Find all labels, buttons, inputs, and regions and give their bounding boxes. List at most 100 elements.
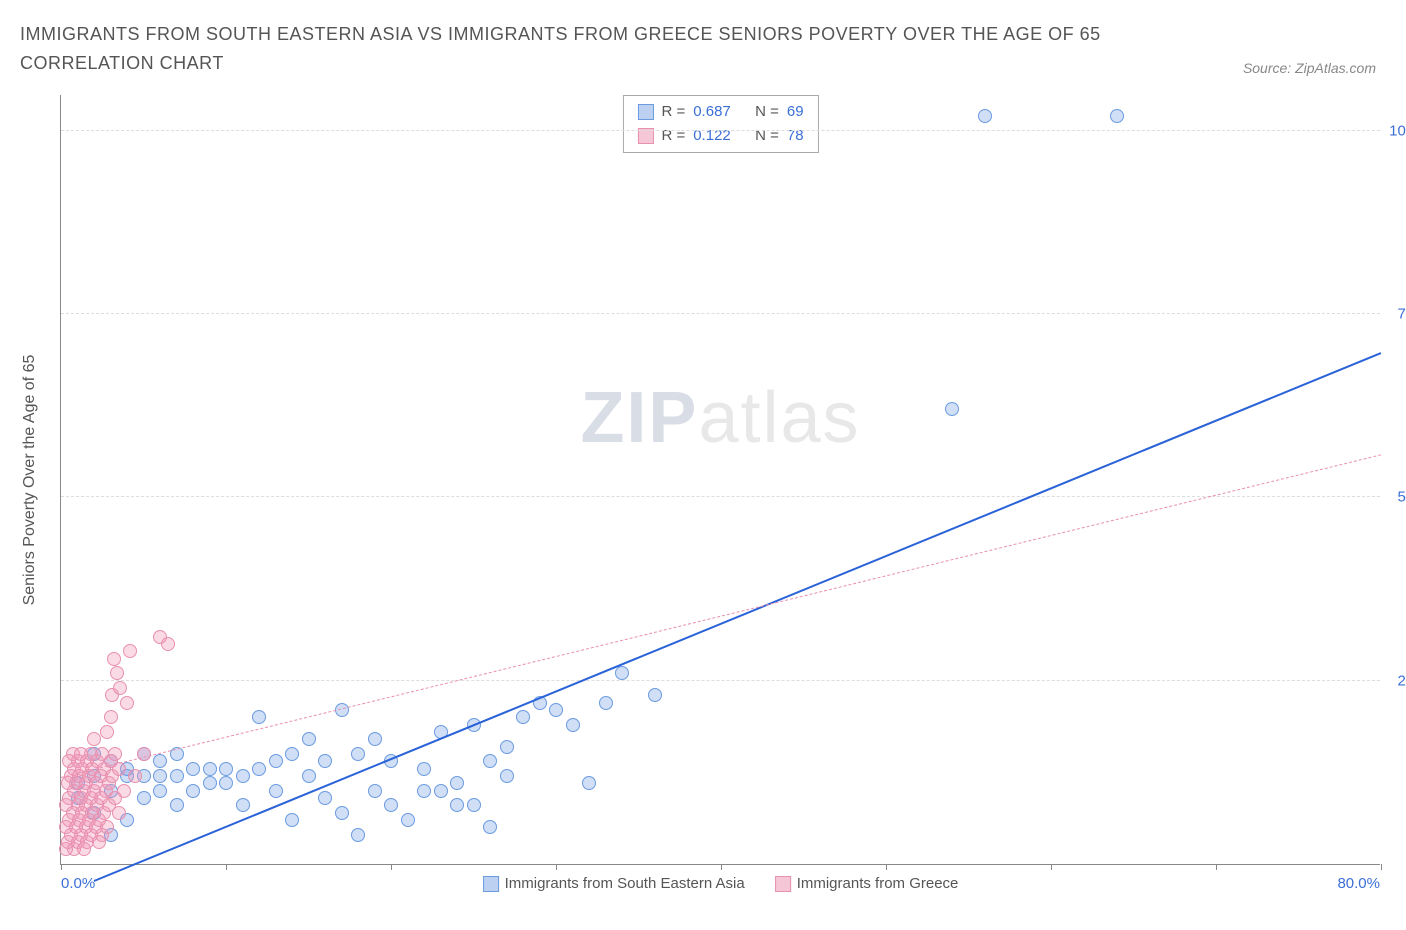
data-point	[285, 813, 299, 827]
data-point	[368, 784, 382, 798]
legend-item: Immigrants from South Eastern Asia	[483, 875, 745, 892]
data-point	[219, 762, 233, 776]
legend-label: Immigrants from Greece	[797, 875, 959, 892]
data-point	[153, 784, 167, 798]
data-point	[368, 732, 382, 746]
data-point	[203, 762, 217, 776]
data-point	[648, 688, 662, 702]
data-point	[582, 776, 596, 790]
gridline-h	[61, 680, 1380, 681]
data-point	[252, 762, 266, 776]
data-point	[186, 784, 200, 798]
data-point	[417, 784, 431, 798]
data-point	[945, 402, 959, 416]
x-axis-end-label: 80.0%	[1337, 875, 1380, 892]
data-point	[153, 769, 167, 783]
data-point	[318, 791, 332, 805]
data-point	[236, 798, 250, 812]
x-axis-tick	[61, 864, 62, 870]
x-axis-tick	[886, 864, 887, 870]
source-attribution: Source: ZipAtlas.com	[1243, 60, 1376, 76]
trend-line	[94, 352, 1382, 882]
trend-line	[61, 454, 1381, 778]
data-point	[100, 725, 114, 739]
data-point	[467, 798, 481, 812]
data-point	[615, 666, 629, 680]
data-point	[335, 806, 349, 820]
data-point	[236, 769, 250, 783]
gridline-h	[61, 130, 1380, 131]
correlation-stats-legend: R =0.687 N =69R =0.122 N =78	[622, 95, 818, 153]
data-point	[117, 784, 131, 798]
data-point	[269, 754, 283, 768]
data-point	[417, 762, 431, 776]
data-point	[351, 747, 365, 761]
data-point	[170, 798, 184, 812]
legend-swatch	[637, 104, 653, 120]
gridline-h	[61, 496, 1380, 497]
data-point	[269, 784, 283, 798]
data-point	[549, 703, 563, 717]
data-point	[384, 798, 398, 812]
data-point	[599, 696, 613, 710]
data-point	[516, 710, 530, 724]
data-point	[170, 769, 184, 783]
data-point	[87, 732, 101, 746]
x-axis-tick	[1216, 864, 1217, 870]
data-point	[401, 813, 415, 827]
data-point	[153, 754, 167, 768]
data-point	[351, 828, 365, 842]
data-point	[566, 718, 580, 732]
legend-label: Immigrants from South Eastern Asia	[505, 875, 745, 892]
x-axis-start-label: 0.0%	[61, 875, 95, 892]
x-axis-tick	[556, 864, 557, 870]
data-point	[108, 747, 122, 761]
plot-region: ZIPatlas R =0.687 N =69R =0.122 N =78 0.…	[60, 95, 1380, 865]
stats-row: R =0.687 N =69	[637, 100, 803, 124]
legend-swatch	[483, 876, 499, 892]
data-point	[100, 820, 114, 834]
x-axis-tick	[1051, 864, 1052, 870]
data-point	[450, 776, 464, 790]
y-axis-tick-label: 100.0%	[1389, 122, 1406, 139]
data-point	[450, 798, 464, 812]
chart-area: Seniors Poverty Over the Age of 65 ZIPat…	[50, 95, 1380, 865]
data-point	[978, 109, 992, 123]
chart-title: IMMIGRANTS FROM SOUTH EASTERN ASIA VS IM…	[20, 20, 1170, 78]
x-axis-tick	[1381, 864, 1382, 870]
data-point	[483, 820, 497, 834]
data-point	[318, 754, 332, 768]
data-point	[161, 637, 175, 651]
y-axis-label: Seniors Poverty Over the Age of 65	[21, 355, 39, 606]
y-axis-tick-label: 75.0%	[1397, 306, 1406, 323]
data-point	[302, 769, 316, 783]
legend-swatch	[775, 876, 791, 892]
legend-item: Immigrants from Greece	[775, 875, 959, 892]
data-point	[219, 776, 233, 790]
y-axis-tick-label: 50.0%	[1397, 489, 1406, 506]
watermark: ZIPatlas	[580, 377, 860, 459]
data-point	[112, 806, 126, 820]
data-point	[128, 769, 142, 783]
x-axis-tick	[226, 864, 227, 870]
data-point	[104, 710, 118, 724]
data-point	[500, 769, 514, 783]
data-point	[123, 644, 137, 658]
data-point	[483, 754, 497, 768]
data-point	[285, 747, 299, 761]
data-point	[113, 681, 127, 695]
data-point	[186, 762, 200, 776]
gridline-h	[61, 313, 1380, 314]
data-point	[252, 710, 266, 724]
y-axis-tick-label: 25.0%	[1397, 672, 1406, 689]
data-point	[120, 696, 134, 710]
data-point	[203, 776, 217, 790]
data-point	[302, 732, 316, 746]
stats-row: R =0.122 N =78	[637, 124, 803, 148]
data-point	[434, 784, 448, 798]
data-point	[107, 652, 121, 666]
series-legend: Immigrants from South Eastern Asia Immigr…	[483, 875, 959, 892]
data-point	[137, 791, 151, 805]
x-axis-tick	[721, 864, 722, 870]
data-point	[500, 740, 514, 754]
